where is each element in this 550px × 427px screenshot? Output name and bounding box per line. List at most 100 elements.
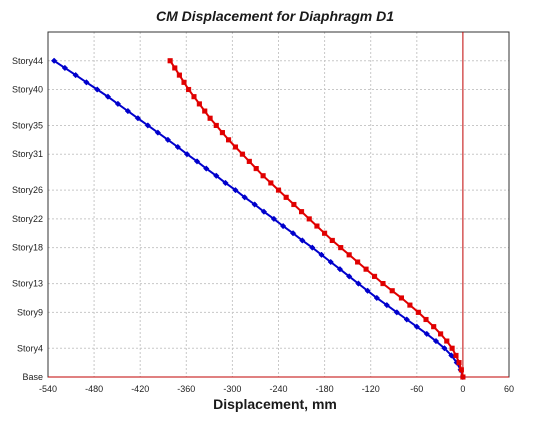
data-point	[423, 316, 429, 323]
data-point	[373, 294, 381, 302]
data-point	[389, 288, 395, 294]
data-point	[413, 323, 420, 330]
y-tick-label: Story22	[12, 214, 43, 224]
data-point	[460, 374, 466, 380]
data-point	[322, 230, 328, 236]
data-point	[431, 324, 437, 330]
data-point	[289, 230, 297, 237]
x-tick-label: 60	[504, 384, 514, 394]
data-point	[291, 201, 297, 208]
data-point	[124, 107, 132, 115]
data-point	[398, 295, 404, 301]
data-point	[239, 151, 245, 157]
data-point	[336, 266, 344, 273]
data-point	[441, 345, 448, 352]
data-point	[329, 237, 335, 243]
data-point	[299, 209, 305, 215]
data-point	[327, 258, 334, 266]
y-tick-label: Story26	[12, 185, 43, 195]
data-point	[283, 194, 289, 200]
data-point	[314, 223, 320, 229]
data-point	[183, 151, 191, 158]
data-point	[114, 100, 122, 108]
data-point	[306, 216, 312, 222]
data-point	[260, 208, 268, 215]
data-point	[213, 172, 220, 179]
data-point	[203, 165, 210, 172]
data-point	[383, 301, 390, 309]
data-point	[393, 309, 400, 316]
data-point	[207, 115, 213, 121]
data-point	[202, 108, 208, 114]
data-point	[380, 281, 386, 287]
data-point	[186, 86, 192, 93]
data-point	[213, 122, 219, 128]
data-point	[371, 273, 378, 279]
data-point	[403, 316, 410, 323]
data-point	[346, 273, 353, 280]
data-point	[318, 251, 325, 258]
data-point	[458, 367, 464, 373]
data-point	[444, 338, 450, 344]
data-point	[232, 144, 239, 150]
x-tick-label: -300	[223, 384, 241, 394]
data-point	[72, 71, 79, 79]
data-point	[191, 94, 197, 100]
y-tick-label: Story18	[12, 243, 43, 253]
chart-title: CM Displacement for Diaphragm D1	[155, 8, 395, 24]
y-tick-label: Base	[22, 372, 43, 382]
y-tick-label: Story13	[12, 279, 43, 289]
data-point	[355, 259, 361, 265]
data-point	[448, 352, 455, 359]
x-tick-label: -240	[269, 384, 287, 394]
data-point	[355, 280, 362, 287]
data-point	[219, 130, 225, 136]
y-tick-label: Story31	[12, 149, 43, 159]
data-point	[270, 215, 278, 223]
data-point	[299, 237, 306, 244]
data-point	[253, 166, 259, 172]
data-point	[456, 360, 462, 366]
data-point	[407, 302, 413, 308]
data-point	[438, 331, 444, 337]
x-tick-label: -120	[362, 384, 380, 394]
data-point	[449, 345, 455, 351]
x-tick-label: -360	[177, 384, 195, 394]
data-point	[196, 101, 202, 107]
data-point	[144, 122, 152, 129]
data-point	[61, 64, 69, 72]
x-tick-label: -180	[316, 384, 334, 394]
data-point	[104, 93, 112, 100]
data-point	[167, 58, 173, 64]
y-tick-label: Story9	[17, 307, 43, 317]
data-point	[251, 201, 258, 208]
data-point	[176, 72, 182, 78]
data-point	[338, 245, 344, 251]
y-tick-label: Story40	[12, 85, 43, 95]
y-tick-label: Story4	[17, 343, 43, 353]
data-point	[181, 79, 187, 85]
data-point	[453, 352, 459, 358]
data-point	[260, 173, 266, 179]
data-point	[193, 158, 201, 165]
data-point	[346, 252, 352, 258]
y-tick-label: Story35	[12, 120, 43, 130]
data-point	[246, 158, 252, 164]
data-point	[172, 65, 178, 71]
data-point	[309, 244, 316, 251]
data-point	[423, 330, 430, 338]
data-point	[275, 187, 282, 193]
x-tick-label: -60	[410, 384, 423, 394]
data-point	[222, 179, 229, 187]
x-tick-label: -420	[131, 384, 149, 394]
data-point	[363, 266, 369, 272]
data-point	[174, 143, 182, 151]
x-tick-label: -540	[39, 384, 57, 394]
y-tick-label: Story44	[12, 56, 43, 66]
data-point	[364, 287, 371, 294]
data-point	[241, 194, 248, 201]
data-point	[226, 137, 232, 143]
data-point	[279, 222, 287, 230]
